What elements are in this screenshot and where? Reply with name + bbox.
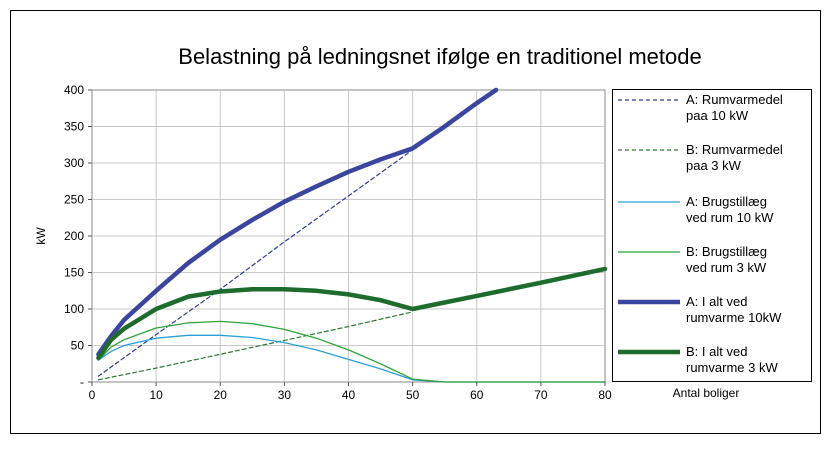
legend-label-4: B: Brugstillæg (686, 244, 767, 259)
x-tick-label: 30 (278, 388, 292, 402)
legend-label-2: paa 3 kW (686, 158, 742, 173)
x-tick-label: 50 (406, 388, 420, 402)
x-axis-label: Antal boliger (673, 386, 740, 400)
legend-box (612, 89, 812, 382)
y-tick-label: 150 (64, 266, 84, 280)
series-line-5 (96, 87, 499, 357)
x-tick-label: 10 (149, 388, 163, 402)
x-tick-label: 20 (214, 388, 228, 402)
legend-label-3: A: Brugstillæg (686, 194, 767, 209)
plot-area: 0 10 20 30 40 50 60 70 80 - 50 100 150 200 250 300 350 40… (64, 83, 612, 402)
legend-label-6: rumvarme 3 kW (686, 360, 778, 375)
x-tick-label: 80 (598, 388, 612, 402)
chart-title: Belastning på ledningsnet ifølge en trad… (178, 44, 701, 69)
y-axis-label: kW (34, 227, 48, 245)
legend-label-4: ved rum 3 kW (686, 260, 767, 275)
y-tick-label: 200 (64, 229, 84, 243)
series-line-1 (97, 149, 414, 377)
legend-label-6: B: I alt ved (686, 344, 747, 359)
series-line-6 (96, 266, 608, 361)
y-tick-label: 50 (71, 339, 85, 353)
y-tick-label: 250 (64, 193, 84, 207)
series-layer (96, 87, 608, 383)
series-line-2 (97, 311, 414, 381)
y-tick-label: 300 (64, 156, 84, 170)
x-tick-label: 0 (89, 388, 96, 402)
x-tick-label: 60 (470, 388, 484, 402)
y-tick-label: - (80, 375, 84, 389)
x-tick-label: 40 (342, 388, 356, 402)
legend-label-1: paa 10 kW (686, 108, 749, 123)
legend-label-5: A: I alt ved (686, 294, 747, 309)
legend-label-1: A: Rumvarmedel (686, 92, 783, 107)
y-tick-label: 350 (64, 120, 84, 134)
legend-label-2: B: Rumvarmedel (686, 142, 783, 157)
y-tick-label: 400 (64, 83, 84, 97)
grid-lines (92, 90, 605, 382)
legend-label-5: rumvarme 10kW (686, 310, 782, 325)
y-tick-label: 100 (64, 302, 84, 316)
x-tick-label: 70 (534, 388, 548, 402)
legend-label-3: ved rum 10 kW (686, 210, 774, 225)
axes: 0 10 20 30 40 50 60 70 80 - 50 100 150 200 250 300 350 40… (64, 83, 612, 402)
series-line-4 (97, 320, 606, 383)
